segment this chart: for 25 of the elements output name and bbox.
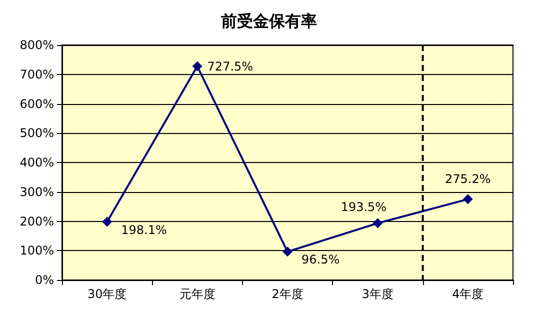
y-tick-label: 800% bbox=[20, 38, 54, 52]
y-tick-label: 100% bbox=[20, 244, 54, 258]
data-label: 193.5% bbox=[340, 200, 387, 214]
data-label: 275.2% bbox=[445, 172, 491, 186]
data-label: 198.1% bbox=[121, 222, 167, 237]
x-tick-label: 4年度 bbox=[452, 287, 484, 301]
point bbox=[462, 194, 473, 204]
y-tick-label: 300% bbox=[20, 184, 54, 199]
point bbox=[102, 216, 112, 227]
x-tick-label: 元年度 bbox=[179, 287, 216, 301]
data-label: 96.5% bbox=[302, 252, 340, 267]
y-tick-label: 200% bbox=[20, 214, 54, 228]
x-tick-label: 2年度 bbox=[272, 287, 304, 301]
y-tick-label: 700% bbox=[20, 67, 54, 82]
y-tick-label: 600% bbox=[20, 96, 54, 111]
data-label: 727.5% bbox=[207, 59, 254, 74]
point bbox=[372, 218, 383, 228]
y-tick-label: 400% bbox=[20, 156, 54, 170]
y-tick-label: 500% bbox=[20, 126, 54, 140]
chart-title: 前受金保有率 bbox=[220, 12, 317, 30]
x-tick-label: 30年度 bbox=[87, 287, 127, 301]
point bbox=[192, 61, 202, 72]
x-tick-label: 3年度 bbox=[362, 287, 394, 301]
point bbox=[282, 246, 292, 257]
y-tick-label: 0% bbox=[34, 273, 54, 287]
